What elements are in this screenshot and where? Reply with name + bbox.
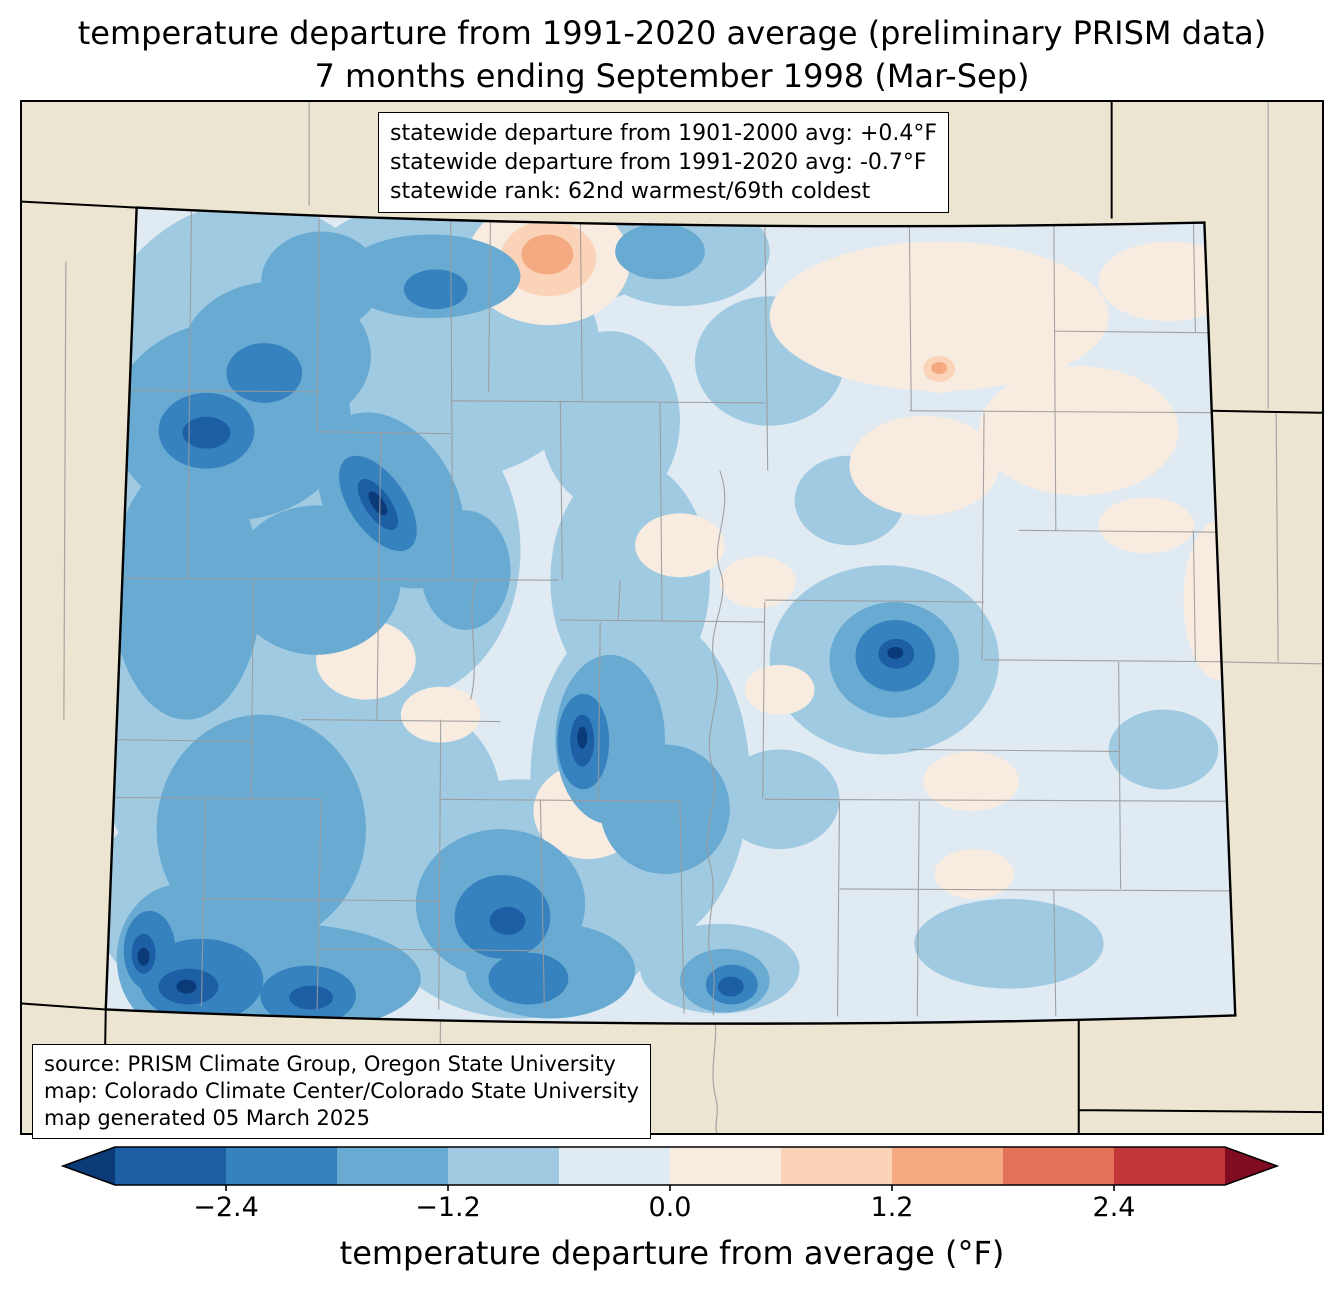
cool-extreme-cores (137, 491, 904, 994)
colorbar (60, 1146, 1280, 1191)
colorbar-segment (892, 1147, 1004, 1185)
colorbar-segment (559, 1147, 671, 1185)
map-panel: statewide departure from 1901-2000 avg: … (20, 100, 1324, 1139)
colorbar-segment (115, 1147, 227, 1185)
stats-line-3: statewide rank: 62nd warmest/69th coldes… (390, 179, 871, 204)
colorbar-segment (1003, 1147, 1115, 1185)
colorbar-tick-labels: −2.4 −1.2 0.0 1.2 2.4 (0, 1192, 1344, 1228)
neighbor-county-lines (63, 102, 1322, 1133)
colorbar-outline (60, 1146, 1280, 1186)
source-line-3: map generated 05 March 2025 (44, 1106, 371, 1130)
figure-title-line2: 7 months ending September 1998 (Mar-Sep) (314, 57, 1030, 95)
colorbar-segment (1114, 1147, 1226, 1185)
county-lines (105, 207, 1236, 1017)
colorbar-tick-label: −2.4 (193, 1192, 259, 1223)
colorbar-tick-label: −1.2 (415, 1192, 481, 1223)
map-canvas (22, 102, 1322, 1133)
figure-title: temperature departure from 1991-2020 ave… (0, 12, 1344, 98)
warm-core-patches (521, 234, 948, 374)
colorbar-tick-label: 2.4 (1092, 1192, 1136, 1223)
source-line-2: map: Colorado Climate Center/Colorado St… (44, 1079, 639, 1103)
colorbar-segment (448, 1147, 560, 1185)
statewide-stats-box: statewide departure from 1901-2000 avg: … (378, 112, 950, 213)
colorado-fill-layers (105, 207, 1236, 1024)
colorbar-segment (670, 1147, 782, 1185)
stats-line-2: statewide departure from 1991-2020 avg: … (390, 150, 927, 175)
figure-title-line1: temperature departure from 1991-2020 ave… (77, 14, 1267, 52)
colorbar-segment (781, 1147, 893, 1185)
colorbar-over-arrow (1225, 1147, 1277, 1185)
source-line-1: source: PRISM Climate Group, Oregon Stat… (44, 1052, 616, 1076)
colorbar-tick-label: 0.0 (648, 1192, 692, 1223)
colorbar-tick-label: 1.2 (870, 1192, 914, 1223)
stats-line-1: statewide departure from 1901-2000 avg: … (390, 121, 938, 146)
colorbar-segment (226, 1147, 338, 1185)
colorbar-under-arrow (63, 1147, 115, 1185)
source-credit-box: source: PRISM Climate Group, Oregon Stat… (32, 1044, 651, 1139)
state-outline (104, 206, 1237, 1025)
colorbar-segment (337, 1147, 449, 1185)
colorbar-axis-label: temperature departure from average (°F) (339, 1234, 1005, 1272)
